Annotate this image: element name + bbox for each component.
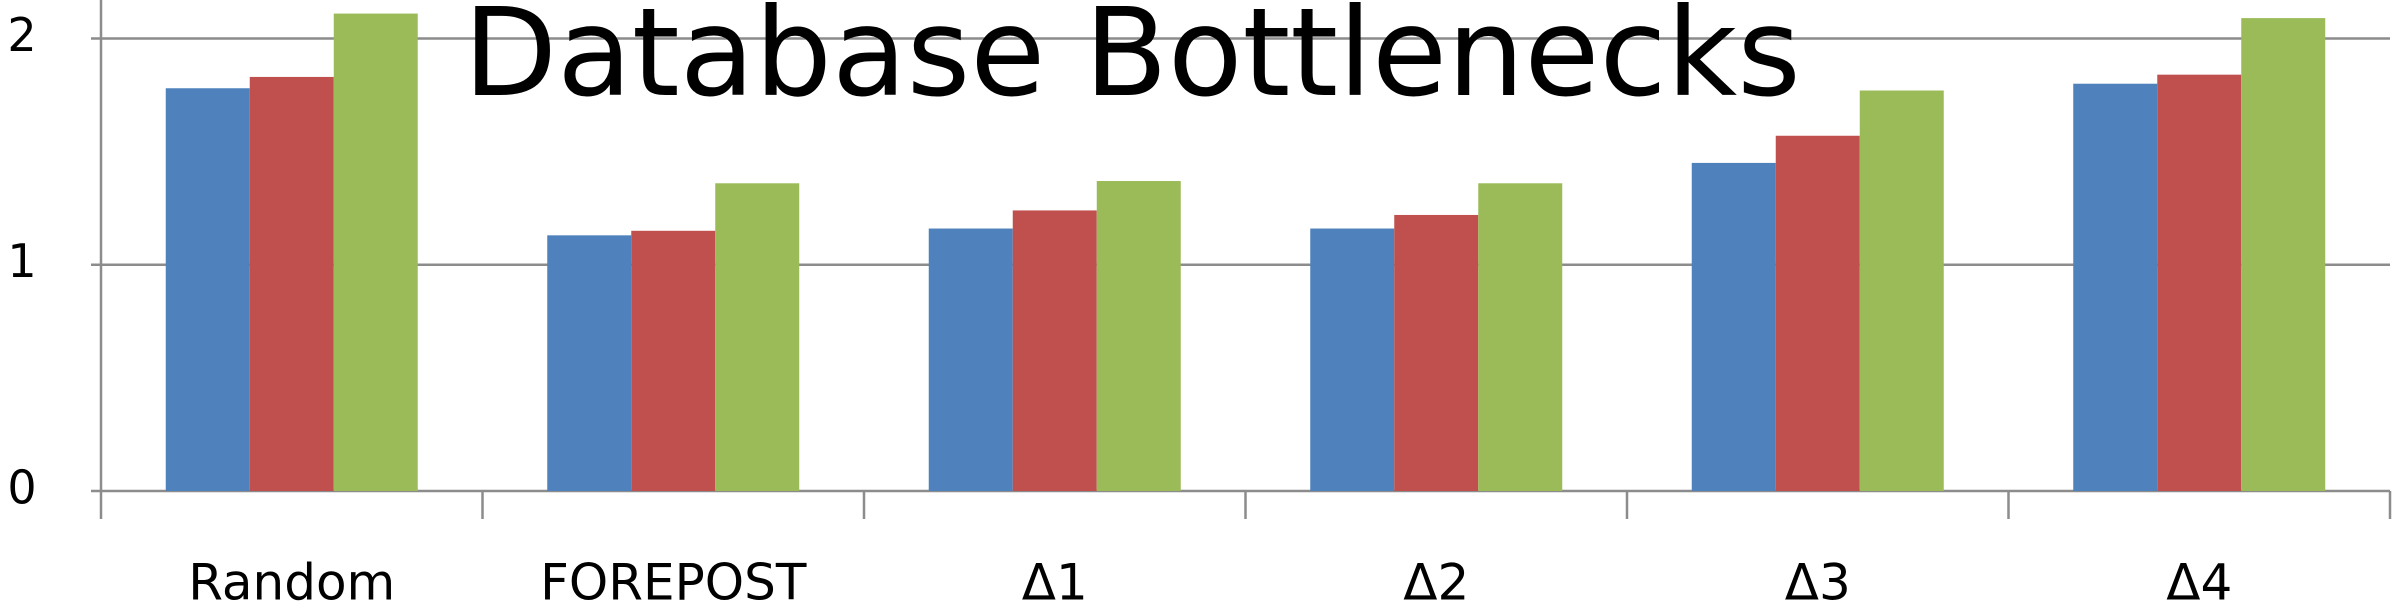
- bar: [1012, 210, 1097, 491]
- y-tick-label: 2: [7, 8, 36, 62]
- x-tick-label: Δ1: [1022, 554, 1088, 612]
- bar: [2073, 83, 2158, 491]
- bar: [1775, 135, 1860, 491]
- bar: [715, 183, 800, 492]
- bar: [1478, 183, 1563, 492]
- bar: [1859, 90, 1944, 492]
- y-tick-label: 1: [7, 234, 36, 288]
- bar: [1310, 228, 1395, 491]
- bar: [1394, 214, 1479, 491]
- bar: [928, 228, 1013, 491]
- x-tick-label: Δ4: [2166, 554, 2232, 612]
- bar: [2241, 18, 2326, 492]
- x-tick-label: Δ3: [1785, 554, 1851, 612]
- bar: [631, 230, 716, 491]
- x-tick-label: Random: [188, 554, 395, 612]
- bar: [165, 88, 250, 492]
- bar: [2157, 74, 2242, 491]
- bar: [249, 76, 334, 491]
- x-tick-label: Δ2: [1403, 554, 1469, 612]
- bar: [333, 13, 418, 491]
- y-tick-label: 0: [7, 461, 36, 515]
- bar: [547, 235, 632, 491]
- bar: [1096, 181, 1181, 491]
- plot-area: 0 1 2 Random FOREPOST Δ1 Δ2 Δ3 Δ4: [7, 0, 2392, 612]
- x-tick-label: FOREPOST: [540, 554, 807, 612]
- bar: [1691, 162, 1776, 491]
- chart-title: Database Bottlenecks: [463, 0, 1801, 124]
